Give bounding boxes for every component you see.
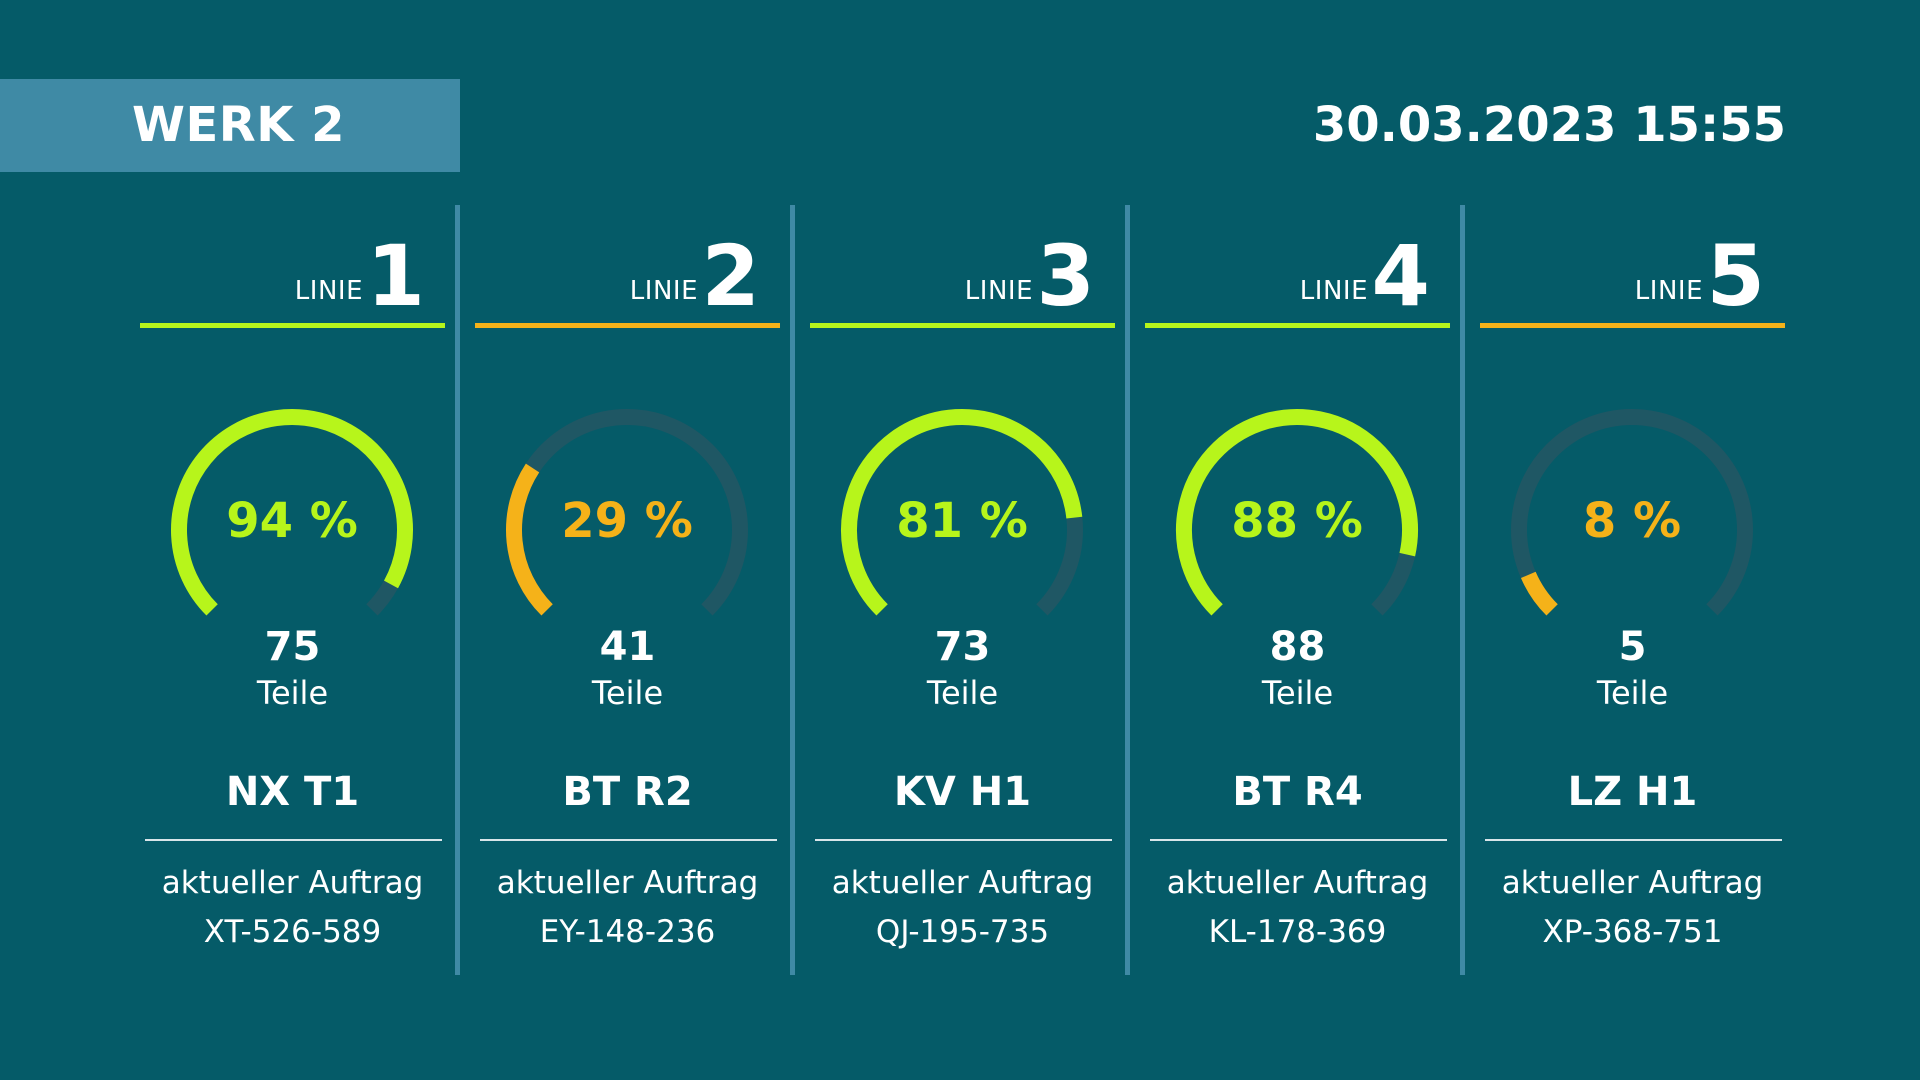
- line-header: LINIE 1: [140, 227, 445, 325]
- order-id: XT-526-589: [203, 914, 382, 950]
- progress-gauge-svg: [171, 409, 413, 616]
- product-code: BT R4: [1232, 769, 1363, 815]
- progress-gauge: 88 %: [1172, 405, 1422, 655]
- line-status-underline: [1145, 323, 1450, 328]
- line-label: LINIE: [1299, 276, 1368, 306]
- product-code: NX T1: [225, 769, 360, 815]
- line-number: 1: [366, 227, 425, 325]
- order-label: aktueller Auftrag: [1166, 865, 1429, 901]
- line-column-3: LINIE 3 81 % 73 Teile KV H1 aktueller Au…: [810, 205, 1115, 975]
- line-number: 4: [1371, 227, 1430, 325]
- progress-percent: 8 %: [1582, 493, 1682, 549]
- parts-count: 88: [1269, 624, 1326, 670]
- progress-percent: 29 %: [561, 493, 693, 549]
- progress-gauge-svg: [1176, 409, 1418, 616]
- line-header: LINIE 5: [1480, 227, 1785, 325]
- line-label: LINIE: [629, 276, 698, 306]
- parts-count: 75: [264, 624, 321, 670]
- parts-unit: Teile: [926, 674, 999, 712]
- column-divider: [1125, 205, 1130, 975]
- line-number: 5: [1706, 227, 1765, 325]
- parts-unit: Teile: [1261, 674, 1334, 712]
- order-divider: [1150, 839, 1447, 841]
- progress-gauge: 8 %: [1507, 405, 1757, 655]
- line-header: LINIE 4: [1145, 227, 1450, 325]
- order-label: aktueller Auftrag: [831, 865, 1094, 901]
- progress-percent: 81 %: [896, 493, 1028, 549]
- product-code: BT R2: [562, 769, 693, 815]
- progress-gauge: 81 %: [837, 405, 1087, 655]
- column-divider: [1460, 205, 1465, 975]
- gauge-fill-arc: [506, 463, 553, 616]
- column-divider: [790, 205, 795, 975]
- gauge-fill-arc: [1520, 571, 1558, 616]
- current-datetime: 30.03.2023 15:55: [1312, 97, 1786, 153]
- product-code: KV H1: [893, 769, 1032, 815]
- order-id: KL-178-369: [1208, 914, 1387, 950]
- order-divider: [1485, 839, 1782, 841]
- order-label: aktueller Auftrag: [496, 865, 759, 901]
- product-code: LZ H1: [1567, 769, 1698, 815]
- plant-banner: WERK 2: [0, 79, 460, 172]
- line-number: 3: [1036, 227, 1095, 325]
- progress-percent: 88 %: [1231, 493, 1363, 549]
- order-divider: [480, 839, 777, 841]
- progress-gauge: 29 %: [502, 405, 752, 655]
- line-column-1: LINIE 1 94 % 75 Teile NX T1 aktueller Au…: [140, 205, 445, 975]
- line-header: LINIE 2: [475, 227, 780, 325]
- plant-title: WERK 2: [132, 97, 345, 153]
- progress-gauge: 94 %: [167, 405, 417, 655]
- order-id: EY-148-236: [539, 914, 716, 950]
- parts-count: 41: [599, 624, 656, 670]
- column-divider: [455, 205, 460, 975]
- gauge-fill-arc: [171, 409, 413, 616]
- line-number: 2: [701, 227, 760, 325]
- order-divider: [145, 839, 442, 841]
- line-status-underline: [810, 323, 1115, 328]
- line-label: LINIE: [294, 276, 363, 306]
- line-status-underline: [475, 323, 780, 328]
- parts-unit: Teile: [591, 674, 664, 712]
- gauge-track: [1511, 409, 1753, 616]
- gauge-fill-arc: [841, 409, 1083, 616]
- parts-unit: Teile: [1596, 674, 1669, 712]
- order-label: aktueller Auftrag: [161, 865, 424, 901]
- progress-gauge-svg: [1511, 409, 1753, 616]
- line-status-underline: [140, 323, 445, 328]
- line-label: LINIE: [964, 276, 1033, 306]
- progress-percent: 94 %: [226, 493, 358, 549]
- order-id: XP-368-751: [1542, 914, 1723, 950]
- line-label: LINIE: [1634, 276, 1703, 306]
- line-column-4: LINIE 4 88 % 88 Teile BT R4 aktueller Au…: [1145, 205, 1450, 975]
- line-column-2: LINIE 2 29 % 41 Teile BT R2 aktueller Au…: [475, 205, 780, 975]
- parts-count: 5: [1618, 624, 1647, 670]
- gauge-fill-arc: [1176, 409, 1418, 616]
- parts-count: 73: [934, 624, 991, 670]
- line-column-5: LINIE 5 8 % 5 Teile LZ H1 aktueller Auft…: [1480, 205, 1785, 975]
- order-divider: [815, 839, 1112, 841]
- progress-gauge-svg: [506, 409, 748, 616]
- parts-unit: Teile: [256, 674, 329, 712]
- line-status-underline: [1480, 323, 1785, 328]
- order-label: aktueller Auftrag: [1501, 865, 1764, 901]
- line-header: LINIE 3: [810, 227, 1115, 325]
- progress-gauge-svg: [841, 409, 1083, 616]
- order-id: QJ-195-735: [875, 914, 1050, 950]
